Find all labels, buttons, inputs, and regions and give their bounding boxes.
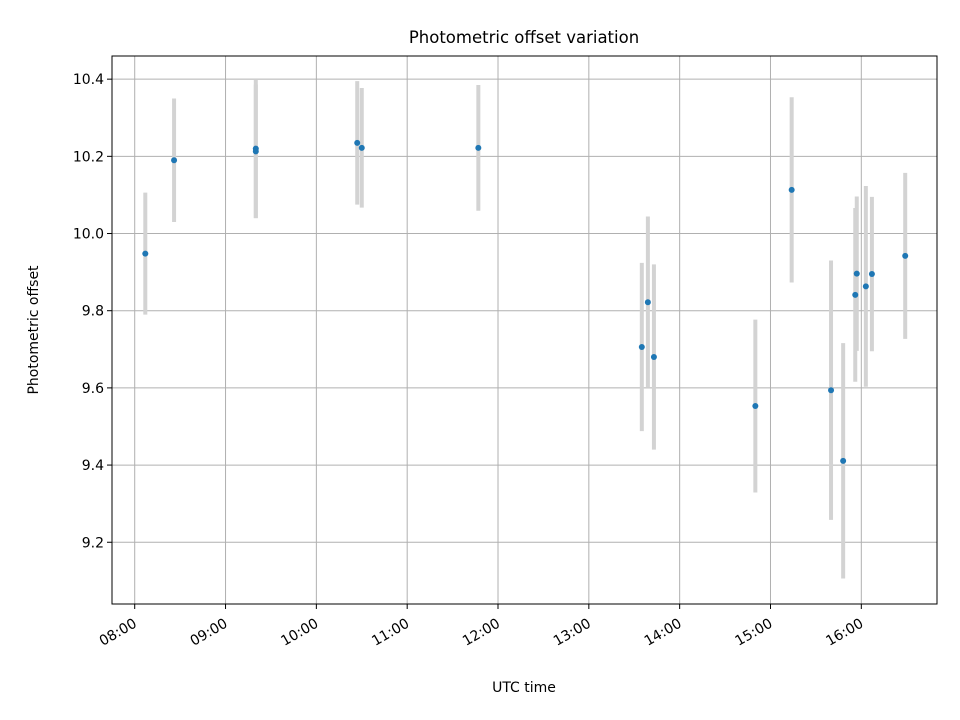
data-point	[644, 299, 651, 306]
y-tick-label: 9.4	[82, 458, 104, 474]
data-point	[828, 387, 835, 394]
data-point	[358, 144, 365, 151]
data-point	[171, 157, 178, 164]
y-tick-label: 9.8	[82, 304, 104, 320]
data-point	[902, 252, 909, 259]
plot-frame	[111, 55, 938, 605]
data-point	[853, 270, 860, 277]
data-points	[142, 139, 909, 464]
data-point	[852, 291, 859, 298]
data-point	[638, 343, 645, 350]
x-axis-label: UTC time	[492, 680, 556, 696]
y-tick-label: 10.0	[73, 227, 104, 243]
y-axis: 9.2 9.4 9.6 9.8 10.0 10.2 10.4	[73, 72, 112, 551]
data-point	[862, 283, 869, 290]
data-point	[788, 186, 795, 193]
data-point	[475, 144, 482, 151]
data-point	[142, 250, 149, 257]
y-tick-label: 10.4	[73, 72, 104, 88]
grid	[112, 56, 937, 604]
y-tick-label: 9.2	[82, 535, 104, 551]
data-point	[354, 139, 361, 146]
y-tick-label: 9.6	[82, 381, 104, 397]
data-point	[650, 354, 657, 361]
data-point	[252, 145, 259, 152]
chart-title: Photometric offset variation	[409, 28, 639, 47]
data-point	[868, 271, 875, 278]
y-tick-label: 10.2	[73, 149, 104, 165]
data-point	[840, 457, 847, 464]
data-point	[752, 403, 759, 410]
y-axis-label: Photometric offset	[26, 265, 42, 395]
